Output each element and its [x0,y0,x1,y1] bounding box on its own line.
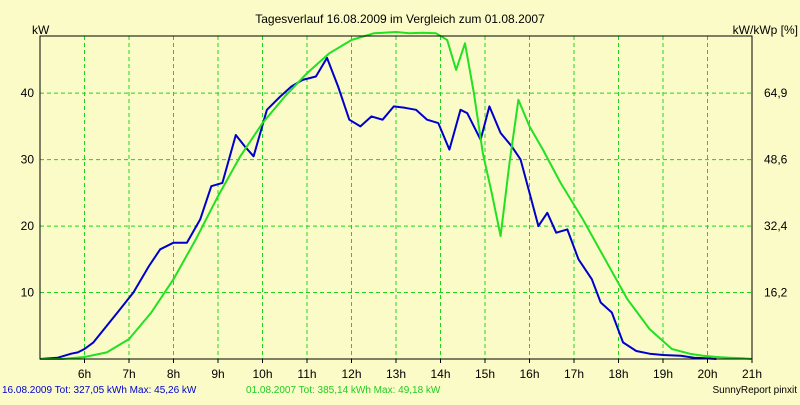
x-tick-label: 19h [653,367,673,381]
x-tick-label: 9h [211,367,224,381]
y-tick-label-right: 64,9 [764,86,788,100]
x-tick-label: 15h [475,367,495,381]
x-tick-label: 6h [78,367,91,381]
y-tick-label-left: 40 [21,86,35,100]
series-line-01-08-2007 [40,31,753,360]
series-lines [39,31,753,360]
x-tick-label: 21h [742,367,762,381]
y-tick-label-right: 48,6 [764,153,788,167]
x-tick-label: 18h [608,367,628,381]
axis-ticks: 6h 7h 8h 9h 10h 11h 12h 13h 14h 15h 16h 17h 18h 19h 20… [21,86,788,381]
x-tick-label: 16h [519,367,539,381]
y-tick-label-left: 30 [21,153,35,167]
x-tick-label: 12h [341,367,361,381]
x-tick-label: 7h [122,367,135,381]
y-tick-label-left: 20 [21,219,35,233]
grid [40,36,752,359]
x-tick-label: 10h [252,367,272,381]
chart-title: Tagesverlauf 16.08.2009 im Vergleich zum… [255,12,545,26]
y-tick-label-left: 10 [21,286,35,300]
y-tick-label-right: 32,4 [764,219,788,233]
credit-text: SunnyReport pinxit [713,385,798,396]
x-tick-label: 17h [564,367,584,381]
series-line-16-08-2009 [39,56,717,360]
x-tick-label: 14h [430,367,450,381]
x-tick-label: 8h [167,367,180,381]
x-tick-label: 13h [386,367,406,381]
plot-frame [39,35,753,360]
y-tick-label-right: 16,2 [764,286,788,300]
legend-2009: 16.08.2009 Tot: 327,05 kWh Max: 45,26 kW [2,385,197,396]
legend-2007: 01.08.2007 Tot: 385,14 kWh Max: 49,18 kW [246,385,441,396]
y-axis-right-label: kW/kWp [%] [733,23,798,37]
x-tick-label: 20h [697,367,717,381]
x-tick-label: 11h [297,367,316,381]
y-axis-left-label: kW [32,23,50,37]
